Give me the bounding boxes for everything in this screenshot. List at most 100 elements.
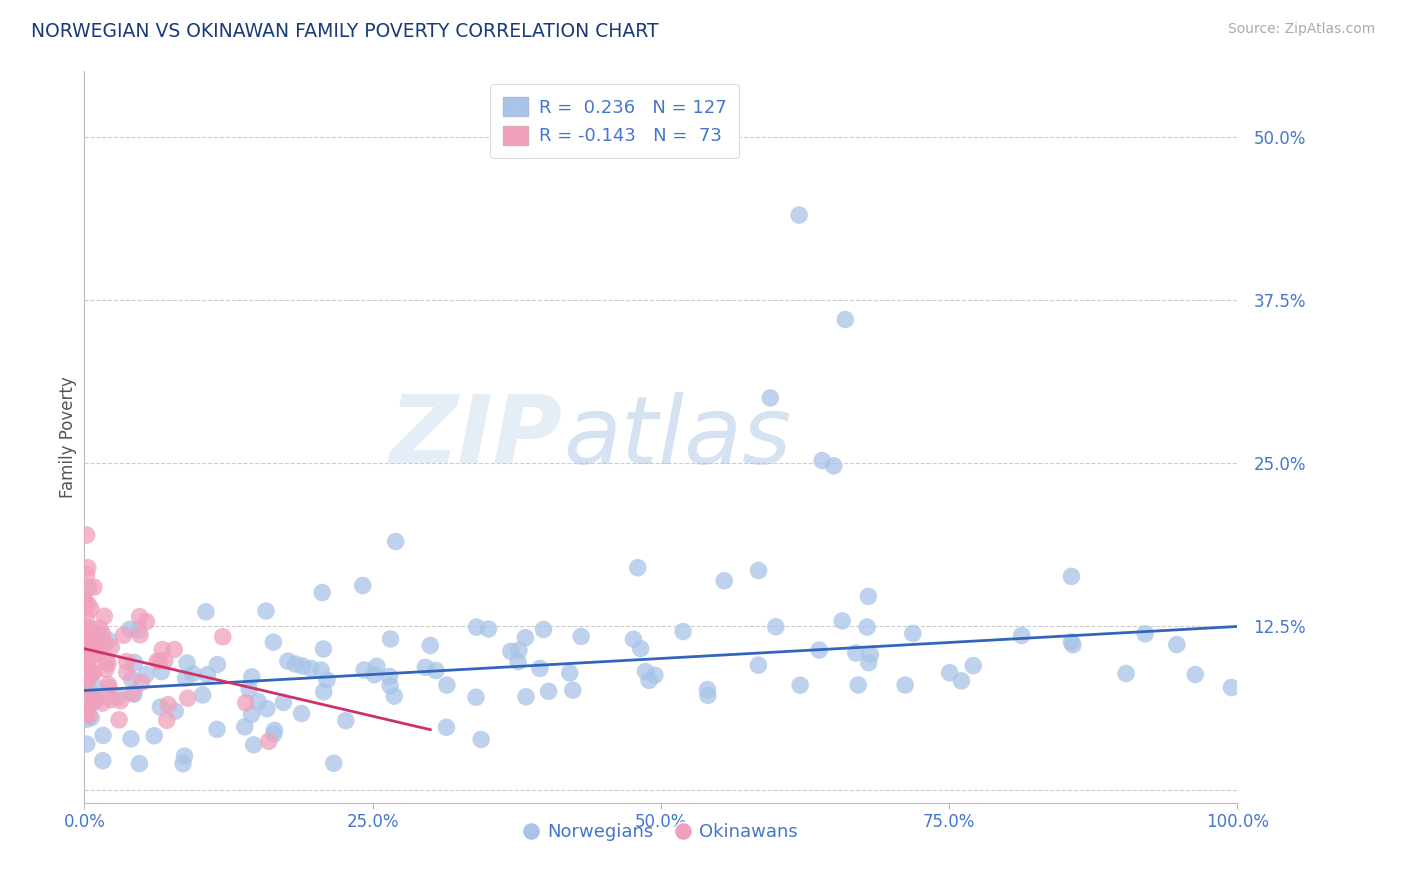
Point — [150, 665, 173, 679]
Point — [174, 671, 197, 685]
Point — [205, 723, 228, 737]
Point — [86, 634, 108, 648]
Point — [382, 689, 405, 703]
Point — [94, 662, 117, 676]
Point — [366, 659, 388, 673]
Point — [240, 670, 263, 684]
Point — [938, 665, 960, 680]
Point — [80, 601, 103, 615]
Point — [378, 679, 401, 693]
Point — [76, 657, 98, 671]
Point — [79, 684, 101, 698]
Point — [194, 605, 217, 619]
Point — [163, 642, 186, 657]
Point — [110, 694, 132, 708]
Point — [76, 701, 98, 715]
Point — [846, 678, 869, 692]
Point — [1062, 638, 1084, 652]
Point — [256, 702, 278, 716]
Point — [352, 578, 374, 592]
Point — [335, 714, 357, 728]
Point — [131, 675, 153, 690]
Point — [73, 665, 96, 680]
Point — [894, 678, 917, 692]
Point — [254, 604, 277, 618]
Point — [561, 683, 583, 698]
Point — [363, 667, 385, 681]
Point — [634, 665, 657, 679]
Point — [120, 731, 142, 746]
Point — [299, 661, 322, 675]
Point — [83, 648, 105, 663]
Point — [73, 641, 96, 656]
Point — [93, 637, 115, 651]
Text: Source: ZipAtlas.com: Source: ZipAtlas.com — [1227, 22, 1375, 37]
Point — [384, 534, 406, 549]
Point — [176, 656, 198, 670]
Point — [638, 673, 661, 688]
Point — [115, 665, 138, 680]
Point — [100, 640, 122, 655]
Point — [115, 655, 138, 669]
Point — [515, 690, 537, 704]
Point — [82, 622, 104, 636]
Point — [291, 659, 314, 673]
Point — [156, 713, 179, 727]
Point — [378, 670, 401, 684]
Point — [96, 655, 118, 669]
Point — [76, 737, 98, 751]
Point — [73, 648, 96, 662]
Point — [91, 754, 114, 768]
Point — [84, 692, 107, 706]
Point — [112, 628, 135, 642]
Point — [263, 723, 285, 738]
Point — [696, 689, 718, 703]
Point — [107, 690, 129, 705]
Point — [77, 708, 100, 723]
Point — [73, 690, 96, 704]
Point — [100, 692, 122, 706]
Point — [91, 696, 114, 710]
Point — [558, 665, 581, 680]
Point — [150, 642, 173, 657]
Point — [858, 590, 880, 604]
Point — [950, 673, 973, 688]
Point — [380, 632, 402, 646]
Point — [823, 458, 845, 473]
Point — [129, 628, 152, 642]
Point — [135, 667, 157, 681]
Point — [273, 695, 295, 709]
Point — [87, 626, 110, 640]
Point — [1133, 627, 1156, 641]
Point — [84, 691, 107, 706]
Point — [309, 663, 332, 677]
Point — [75, 636, 97, 650]
Point — [290, 706, 312, 721]
Point — [149, 654, 172, 668]
Point — [1060, 569, 1083, 583]
Point — [77, 598, 100, 612]
Point — [425, 664, 447, 678]
Point — [89, 621, 111, 635]
Point — [86, 646, 108, 660]
Text: NORWEGIAN VS OKINAWAN FAMILY POVERTY CORRELATION CHART: NORWEGIAN VS OKINAWAN FAMILY POVERTY COR… — [31, 22, 658, 41]
Point — [506, 655, 529, 669]
Point — [124, 656, 146, 670]
Point — [312, 685, 335, 699]
Point — [415, 660, 437, 674]
Point — [75, 706, 97, 721]
Point — [808, 643, 831, 657]
Point — [644, 668, 666, 682]
Point — [127, 623, 149, 637]
Point — [128, 609, 150, 624]
Point — [97, 677, 120, 691]
Point — [73, 677, 96, 691]
Point — [263, 727, 285, 741]
Point — [73, 619, 96, 633]
Point — [77, 666, 100, 681]
Point — [277, 654, 299, 668]
Point — [284, 657, 307, 671]
Point — [76, 560, 98, 574]
Point — [465, 690, 488, 705]
Point — [177, 691, 200, 706]
